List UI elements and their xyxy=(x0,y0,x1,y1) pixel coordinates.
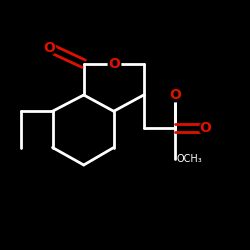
Text: OCH₃: OCH₃ xyxy=(176,154,202,164)
Text: O: O xyxy=(43,40,55,54)
Text: O: O xyxy=(199,120,211,134)
Text: O: O xyxy=(169,88,181,102)
Text: O: O xyxy=(108,57,120,71)
